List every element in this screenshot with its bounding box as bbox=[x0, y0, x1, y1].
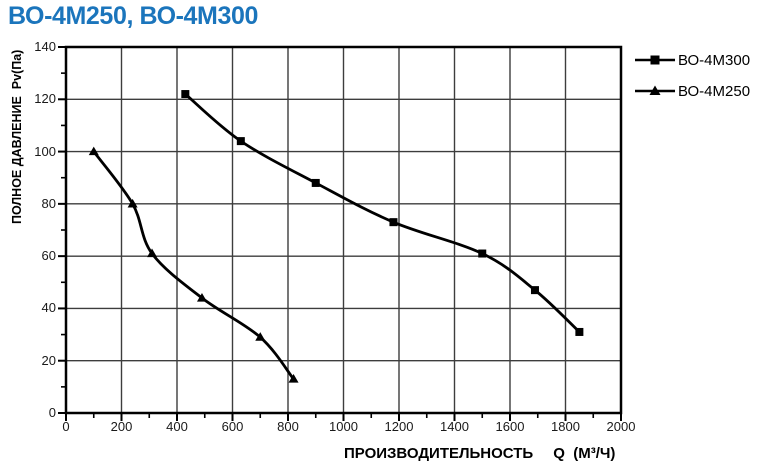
x-tick-label: 1600 bbox=[495, 419, 525, 434]
y-tick-label: 140 bbox=[34, 39, 56, 54]
series-1-line bbox=[92, 150, 295, 381]
x-axis-title-unit: Q (М³/Ч) bbox=[553, 445, 616, 462]
y-tick-label: 60 bbox=[41, 248, 56, 264]
series-1-triangle-marker bbox=[255, 332, 266, 341]
y-tick-label: 20 bbox=[41, 352, 56, 368]
y-tick-label: 0 bbox=[48, 405, 56, 420]
series-0-line bbox=[183, 92, 581, 334]
legend-triangle-glyph bbox=[649, 85, 661, 95]
x-tick-label: 200 bbox=[110, 419, 133, 434]
series-1-triangle-marker bbox=[127, 198, 138, 208]
legend-item: ВО-4М300 bbox=[634, 49, 750, 71]
x-tick-label: 1400 bbox=[440, 419, 469, 434]
series-0-square-marker bbox=[181, 90, 190, 99]
x-tick-label: 800 bbox=[277, 419, 299, 434]
series-0-square-marker bbox=[236, 137, 245, 146]
x-axis-title: ПРОИЗВОДИТЕЛЬНОСТЬ Q (М³/Ч) bbox=[344, 445, 615, 462]
legend: ВО-4М300 ВО-4М250 bbox=[634, 49, 750, 102]
series-0-square-marker bbox=[478, 249, 487, 258]
x-tick-label: 600 bbox=[221, 419, 244, 434]
y-tick-label: 100 bbox=[34, 143, 56, 159]
y-axis-title: ПОЛНОЕ ДАВЛЕНИЕ Pv(Па) bbox=[10, 49, 24, 224]
x-axis-title-text: ПРОИЗВОДИТЕЛЬНОСТЬ bbox=[344, 445, 534, 462]
y-tick-label: 80 bbox=[41, 195, 56, 211]
legend-square-marker-icon bbox=[635, 55, 675, 65]
series-1-triangle-marker bbox=[196, 292, 207, 302]
series-0-square-marker bbox=[575, 327, 584, 336]
series-1-triangle-marker bbox=[88, 146, 99, 156]
legend-label: ВО-4М250 bbox=[678, 82, 751, 100]
legend-item: ВО-4М250 bbox=[634, 80, 750, 102]
legend-label: ВО-4М300 bbox=[678, 51, 751, 69]
series-0-square-marker bbox=[389, 218, 398, 227]
x-tick-label: 1800 bbox=[551, 419, 580, 434]
x-tick-label: 400 bbox=[166, 419, 188, 434]
x-tick-label: 1200 bbox=[384, 419, 414, 434]
legend-square-glyph bbox=[650, 55, 660, 65]
x-tick-label: 2000 bbox=[606, 419, 636, 434]
y-tick-label: 120 bbox=[34, 91, 56, 107]
x-tick-label: 0 bbox=[62, 419, 70, 434]
legend-triangle-marker-icon bbox=[635, 85, 675, 95]
series-0-square-marker bbox=[530, 286, 539, 295]
series-1-triangle-marker bbox=[147, 248, 158, 258]
y-tick-label: 40 bbox=[41, 300, 56, 316]
chart-title: ВО-4М250, ВО-4М300 bbox=[8, 2, 258, 30]
x-tick-label: 1000 bbox=[329, 419, 358, 434]
series-0-square-marker bbox=[311, 178, 320, 187]
series-1-triangle-marker bbox=[288, 374, 299, 383]
